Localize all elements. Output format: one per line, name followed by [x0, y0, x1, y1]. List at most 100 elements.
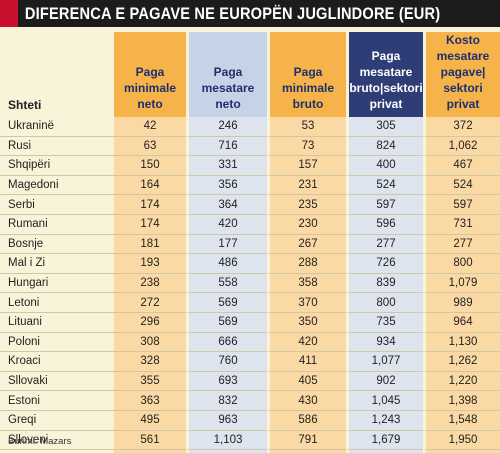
value-cell: 726 — [346, 254, 423, 274]
country-cell: Poloni — [0, 333, 114, 353]
table-row: Lituani 296 569 350 735 964 — [0, 312, 500, 333]
value-cell: 150 — [114, 156, 186, 176]
value-cell: 1,243 — [346, 410, 423, 431]
table-row: Hungari 238 558 358 839 1,079 — [0, 273, 500, 294]
table-row: Shqipëri 150 331 157 400 467 — [0, 156, 500, 176]
value-cell: 1,398 — [423, 391, 500, 411]
table-row: Poloni 308 666 420 934 1,130 — [0, 332, 500, 353]
header-country: Shteti — [8, 98, 42, 112]
value-cell: 53 — [267, 117, 346, 137]
value-cell: 597 — [423, 195, 500, 215]
header-avg-gross-line3: privat — [369, 97, 403, 111]
value-cell: 693 — [186, 371, 267, 392]
value-cell: 964 — [423, 312, 500, 333]
value-cell: 839 — [346, 273, 423, 294]
value-cell: 597 — [346, 195, 423, 215]
value-cell: 174 — [114, 195, 186, 215]
value-cell: 1,103 — [186, 430, 267, 451]
header-min-gross-line2: bruto — [292, 97, 324, 111]
value-cell: 1,062 — [423, 136, 500, 157]
header-avg-cost-line1: Kosto mesatare — [436, 33, 490, 63]
value-cell: 760 — [186, 352, 267, 372]
header-avg-net: Paga mesatare neto — [186, 32, 267, 117]
page-title: DIFERENCA E PAGAVE NE EUROPËN JUGLINDORE… — [24, 3, 441, 23]
country-cell: Sllovaki — [0, 372, 114, 392]
source-note: Burimi: Mazars — [8, 436, 72, 447]
value-cell: 524 — [346, 175, 423, 196]
value-cell: 731 — [423, 214, 500, 235]
country-cell: Magedoni — [0, 176, 114, 196]
header-avg-gross-line1: Paga mesatare — [359, 49, 413, 79]
value-cell: 73 — [267, 136, 346, 157]
value-cell: 902 — [346, 371, 423, 392]
value-cell: 558 — [186, 273, 267, 294]
value-cell: 230 — [267, 214, 346, 235]
value-cell: 358 — [267, 273, 346, 294]
value-cell: 277 — [346, 234, 423, 255]
value-cell: 1,679 — [346, 430, 423, 451]
value-cell: 430 — [267, 391, 346, 411]
value-cell: 331 — [186, 156, 267, 176]
table-row: Rumani 174 420 230 596 731 — [0, 214, 500, 235]
header-avg-gross-line2: bruto|sektori — [349, 81, 423, 95]
value-cell: 272 — [114, 293, 186, 313]
value-cell: 735 — [346, 312, 423, 333]
value-cell: 370 — [267, 293, 346, 313]
table-row: Letoni 272 569 370 800 989 — [0, 293, 500, 313]
value-cell: 486 — [186, 254, 267, 274]
country-cell: Estoni — [0, 391, 114, 411]
value-cell: 824 — [346, 136, 423, 157]
table-row: Austri1,4831,9441,6302,3003,511 — [0, 450, 500, 453]
value-cell: 2,300 — [346, 450, 423, 453]
value-cell: 467 — [423, 156, 500, 176]
value-cell: 363 — [114, 391, 186, 411]
country-cell: Rumani — [0, 215, 114, 235]
value-cell: 267 — [267, 234, 346, 255]
value-cell: 277 — [423, 234, 500, 255]
value-cell: 63 — [114, 136, 186, 157]
value-cell: 411 — [267, 352, 346, 372]
value-cell: 596 — [346, 214, 423, 235]
table-row: Slloveni 561 1,103 791 1,679 1,950 — [0, 430, 500, 451]
value-cell: 364 — [186, 195, 267, 215]
table-row: Bosnje 181 177 267 277 277 — [0, 234, 500, 255]
country-cell: Shqipëri — [0, 156, 114, 176]
value-cell: 832 — [186, 391, 267, 411]
value-cell: 355 — [114, 371, 186, 392]
value-cell: 356 — [186, 175, 267, 196]
value-cell: 193 — [114, 254, 186, 274]
country-cell: Slloveni — [0, 431, 114, 451]
title-accent — [0, 0, 18, 27]
header-avg-net-line2: neto — [215, 97, 241, 111]
value-cell: 1,483 — [114, 450, 186, 453]
header-avg-cost-line3: privat — [446, 97, 480, 111]
value-cell: 350 — [267, 312, 346, 333]
value-cell: 372 — [423, 117, 500, 137]
table-row: Kroaci 328 760 411 1,077 1,262 — [0, 352, 500, 372]
value-cell: 235 — [267, 195, 346, 215]
country-cell: Bosnje — [0, 235, 114, 255]
value-cell: 177 — [186, 234, 267, 255]
value-cell: 569 — [186, 312, 267, 333]
header-avg-cost-line2: pagave| sektori — [440, 65, 486, 95]
value-cell: 231 — [267, 175, 346, 196]
value-cell: 308 — [114, 332, 186, 353]
value-cell: 934 — [346, 332, 423, 353]
value-cell: 1,045 — [346, 391, 423, 411]
header-min-net: Paga minimale neto — [114, 32, 186, 117]
value-cell: 1,220 — [423, 371, 500, 392]
value-cell: 569 — [186, 293, 267, 313]
value-cell: 288 — [267, 254, 346, 274]
value-cell: 400 — [346, 156, 423, 176]
value-cell: 1,079 — [423, 273, 500, 294]
header-avg-gross-private: Paga mesatare bruto|sektori privat — [346, 32, 423, 117]
value-cell: 716 — [186, 136, 267, 157]
value-cell: 1,130 — [423, 332, 500, 353]
wage-table: Shteti Paga minimale neto Paga mesatare … — [0, 32, 500, 453]
value-cell: 1,548 — [423, 410, 500, 431]
title-bar: DIFERENCA E PAGAVE NE EUROPËN JUGLINDORE… — [0, 0, 500, 27]
value-cell: 1,950 — [423, 430, 500, 451]
value-cell: 164 — [114, 175, 186, 196]
value-cell: 174 — [114, 214, 186, 235]
header-row: Shteti Paga minimale neto Paga mesatare … — [0, 32, 500, 117]
